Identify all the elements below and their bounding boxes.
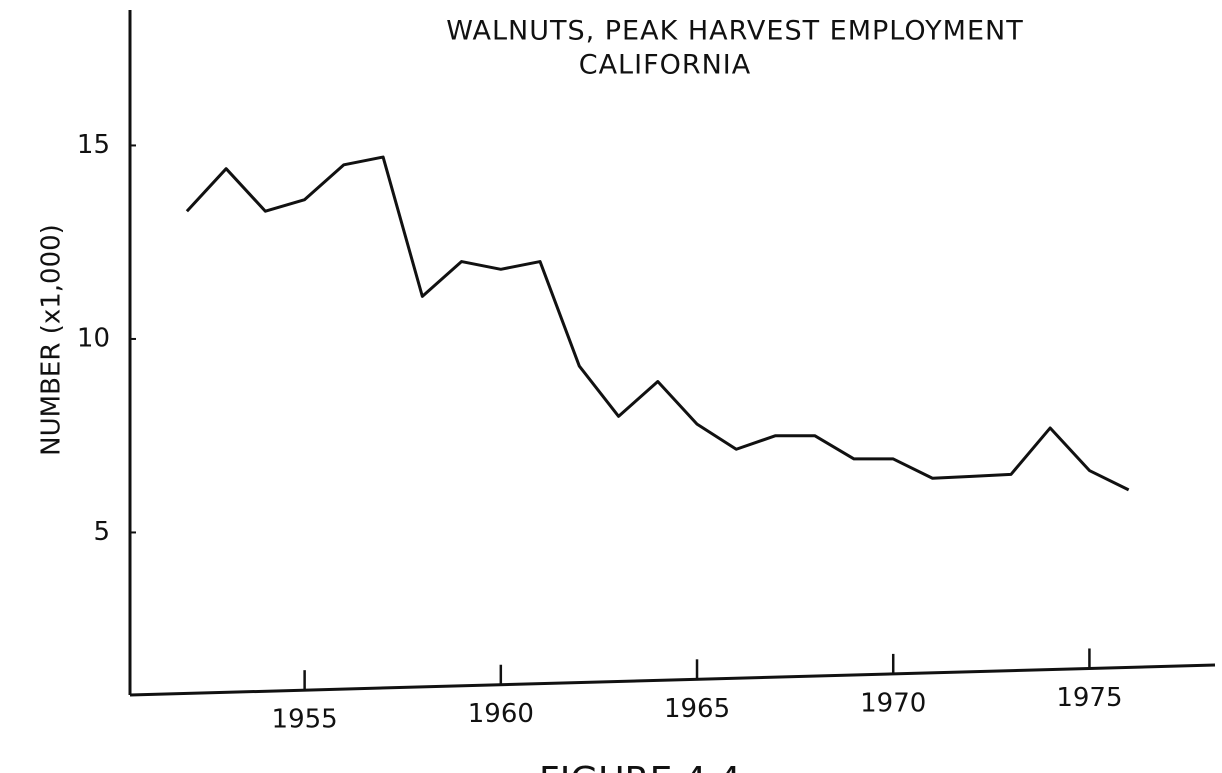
y-tick-label: 15 [77, 130, 110, 160]
x-tick-label: 1970 [860, 688, 926, 718]
y-axis-label: NUMBER (x1,000) [37, 224, 67, 456]
x-tick-label: 1955 [272, 705, 338, 735]
chart-title: WALNUTS, PEAK HARVEST EMPLOYMENT [446, 16, 1023, 47]
x-tick-label: 1965 [664, 694, 730, 724]
data-line [185, 155, 1130, 492]
x-axis [129, 663, 1216, 697]
x-tick-label: 1975 [1056, 683, 1122, 713]
caption: FIGURE 4.4 [539, 760, 741, 773]
y-tick-label: 10 [77, 323, 110, 353]
y-tick-label: 5 [93, 517, 110, 547]
x-tick-label: 1960 [468, 699, 534, 729]
chart-subtitle: CALIFORNIA [579, 50, 752, 81]
